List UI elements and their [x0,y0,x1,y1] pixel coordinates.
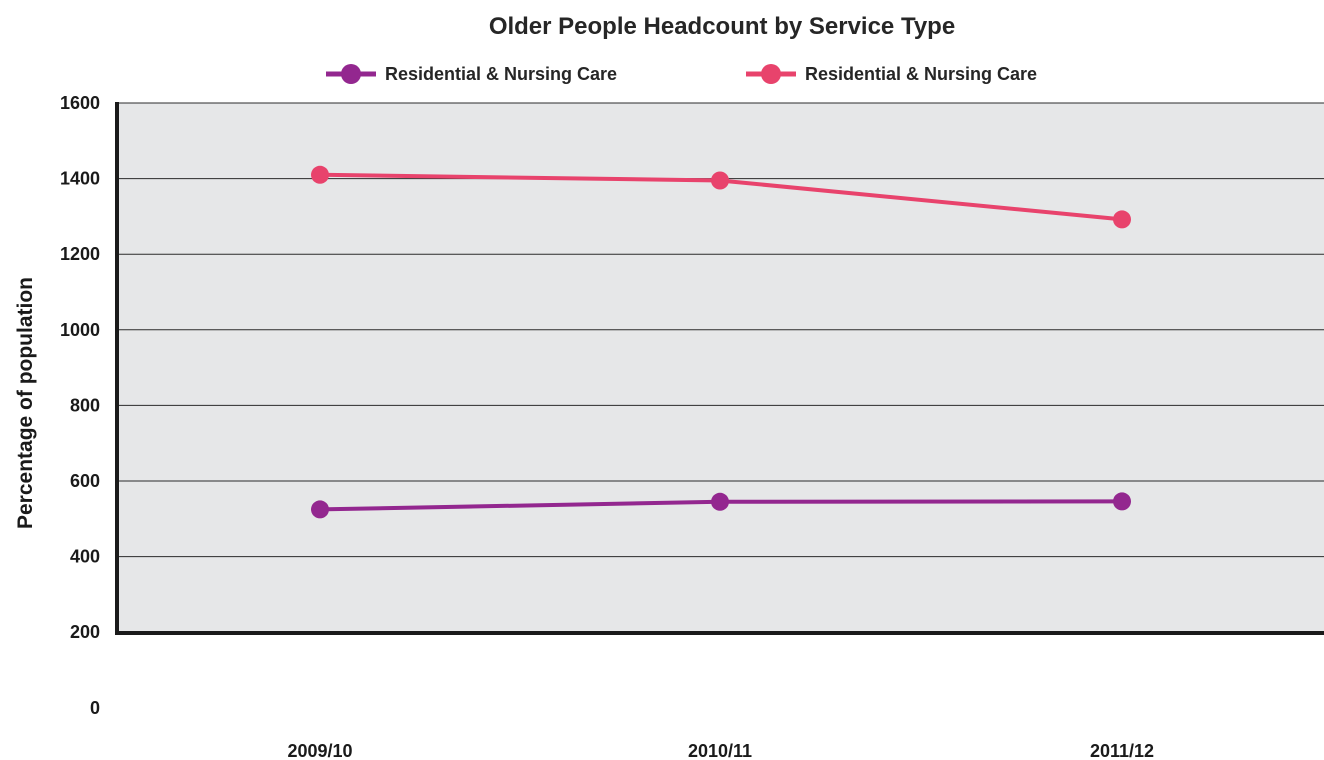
y-tick-label-3: 600 [70,471,100,491]
series-1-point-0 [311,165,329,184]
series-1-point-1 [711,171,729,190]
series-1-point-2 [1113,210,1131,229]
y-tick-label-6: 1200 [60,244,100,264]
y-tick-label-1: 200 [70,622,100,642]
y-tick-label-2: 400 [70,547,100,567]
legend: Residential & Nursing Care Residential &… [326,64,1037,84]
y-axis-title: Percentage of population [14,277,37,529]
legend-item-0: Residential & Nursing Care [326,64,617,84]
legend-marker-0 [341,64,361,84]
y-tick-label-8: 1600 [60,93,100,113]
legend-marker-1 [761,64,781,84]
y-tick-label-0: 0 [90,698,100,718]
x-tick-labels: 2009/10 2010/11 2011/12 [287,741,1154,760]
y-tick-labels: 0 200 400 600 800 1000 1200 1400 1600 [60,93,100,718]
series-0-point-2 [1113,492,1131,511]
legend-item-1: Residential & Nursing Care [746,64,1037,84]
chart-title: Older People Headcount by Service Type [489,13,955,40]
legend-label-1: Residential & Nursing Care [805,64,1037,84]
x-tick-label-0: 2009/10 [287,741,352,760]
y-tick-label-5: 1000 [60,320,100,340]
plot-area [117,103,1324,633]
series-0-point-1 [711,492,729,511]
legend-label-0: Residential & Nursing Care [385,64,617,84]
series-group [311,165,1131,519]
gridlines [117,102,1324,558]
y-tick-label-4: 800 [70,395,100,415]
y-tick-label-7: 1400 [60,169,100,189]
series-0-point-0 [311,500,329,519]
x-tick-label-2: 2011/12 [1090,741,1154,760]
x-tick-label-1: 2010/11 [688,741,752,760]
